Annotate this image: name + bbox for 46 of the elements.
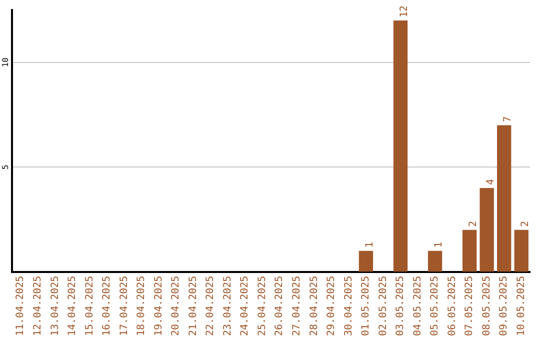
x-tick-label: 02.05.2025 — [378, 276, 389, 336]
x-tick-label: 22.04.2025 — [205, 276, 216, 336]
x-tick-label: 08.05.2025 — [481, 276, 492, 336]
x-tick-label: 01.05.2025 — [360, 276, 372, 336]
bar — [393, 20, 408, 272]
x-tick-label: 09.05.2025 — [498, 276, 510, 336]
x-tick-label: 14.04.2025 — [67, 276, 78, 336]
x-tick-label: 30.04.2025 — [343, 276, 354, 336]
x-tick-label: 21.04.2025 — [188, 276, 199, 336]
x-tick-label: 11.04.2025 — [15, 276, 26, 336]
data-label: 12 — [399, 5, 410, 18]
data-label: 1 — [434, 242, 445, 248]
x-tick-label: 29.04.2025 — [326, 276, 338, 336]
data-label: 1 — [364, 242, 376, 248]
y-tick-label: 10 — [1, 57, 10, 68]
bar — [514, 230, 528, 272]
x-tick-label: 19.04.2025 — [153, 276, 164, 336]
x-tick-label: 13.04.2025 — [50, 276, 61, 336]
x-tick-label: 25.04.2025 — [256, 276, 268, 336]
x-tick-label: 24.04.2025 — [240, 276, 251, 336]
x-tick-label: 04.05.2025 — [412, 276, 424, 336]
x-tick-label: 27.04.2025 — [291, 276, 302, 336]
bar — [480, 188, 494, 272]
x-tick-label: 28.04.2025 — [308, 276, 320, 336]
x-tick-label: 26.04.2025 — [274, 276, 286, 336]
bar — [462, 230, 477, 272]
bar — [428, 250, 442, 272]
data-label: 7 — [502, 116, 514, 122]
x-tick-label: 16.04.2025 — [102, 276, 113, 336]
x-tick-label: 20.04.2025 — [170, 276, 182, 336]
bar — [497, 125, 512, 272]
x-tick-label: 05.05.2025 — [430, 276, 441, 336]
bar — [358, 250, 374, 272]
x-tick-label: 17.04.2025 — [118, 276, 130, 336]
x-tick-label: 10.05.2025 — [516, 276, 527, 336]
x-tick-label: 03.05.2025 — [395, 276, 406, 336]
x-tick-label: 12.04.2025 — [32, 276, 44, 336]
data-label: 2 — [520, 220, 531, 227]
x-tick-label: 15.04.2025 — [84, 276, 96, 336]
x-tick-label: 18.04.2025 — [136, 276, 148, 336]
y-tick-label: 5 — [1, 164, 10, 170]
x-tick-label: 06.05.2025 — [446, 276, 458, 336]
data-label: 2 — [468, 220, 480, 227]
x-tick-label: 07.05.2025 — [464, 276, 476, 336]
x-tick-label: 23.04.2025 — [222, 276, 234, 336]
data-label: 4 — [485, 178, 496, 186]
